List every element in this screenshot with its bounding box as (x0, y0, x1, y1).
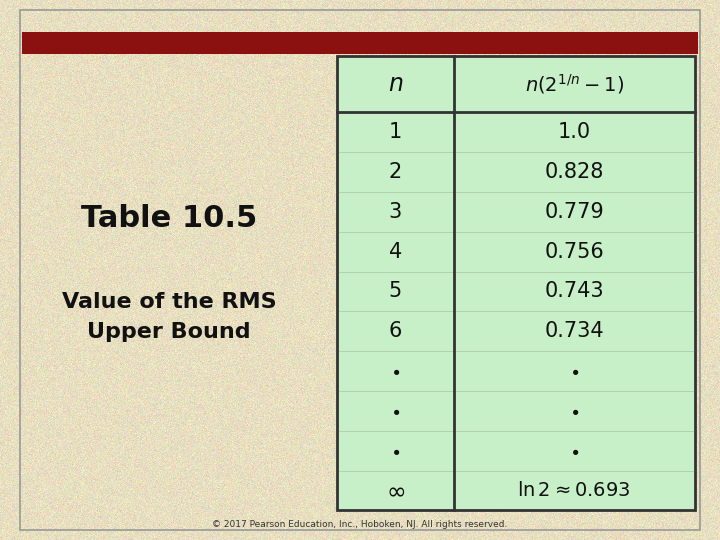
Text: 0.743: 0.743 (544, 281, 604, 301)
Text: $\bullet$: $\bullet$ (569, 402, 580, 420)
Text: $n(2^{1/n}-1)$: $n(2^{1/n}-1)$ (524, 72, 624, 96)
Bar (337, 56, 695, 510)
Text: Table 10.5: Table 10.5 (81, 204, 257, 233)
Text: $n$: $n$ (387, 72, 403, 96)
Text: $\bullet$: $\bullet$ (390, 402, 400, 420)
Text: $\bullet$: $\bullet$ (390, 442, 400, 460)
Text: 2: 2 (389, 162, 402, 182)
Text: 0.734: 0.734 (544, 321, 604, 341)
Text: Upper Bound: Upper Bound (87, 322, 251, 342)
Text: 0.828: 0.828 (544, 162, 604, 182)
Bar (22, 32, 698, 54)
Text: 0.779: 0.779 (544, 202, 604, 222)
Text: 5: 5 (389, 281, 402, 301)
Text: $\bullet$: $\bullet$ (569, 362, 580, 380)
Text: 0.756: 0.756 (544, 241, 604, 261)
Text: 6: 6 (389, 321, 402, 341)
Text: $\bullet$: $\bullet$ (569, 442, 580, 460)
Text: 1.0: 1.0 (557, 122, 591, 142)
Text: $\mathrm{ln}\,2 \approx 0.693$: $\mathrm{ln}\,2 \approx 0.693$ (518, 481, 631, 500)
Text: Value of the RMS: Value of the RMS (62, 292, 276, 313)
Text: 1: 1 (389, 122, 402, 142)
Text: $\bullet$: $\bullet$ (390, 362, 400, 380)
Text: $\infty$: $\infty$ (386, 478, 405, 502)
Text: 4: 4 (389, 241, 402, 261)
Text: © 2017 Pearson Education, Inc., Hoboken, NJ. All rights reserved.: © 2017 Pearson Education, Inc., Hoboken,… (212, 521, 508, 529)
Text: 3: 3 (389, 202, 402, 222)
